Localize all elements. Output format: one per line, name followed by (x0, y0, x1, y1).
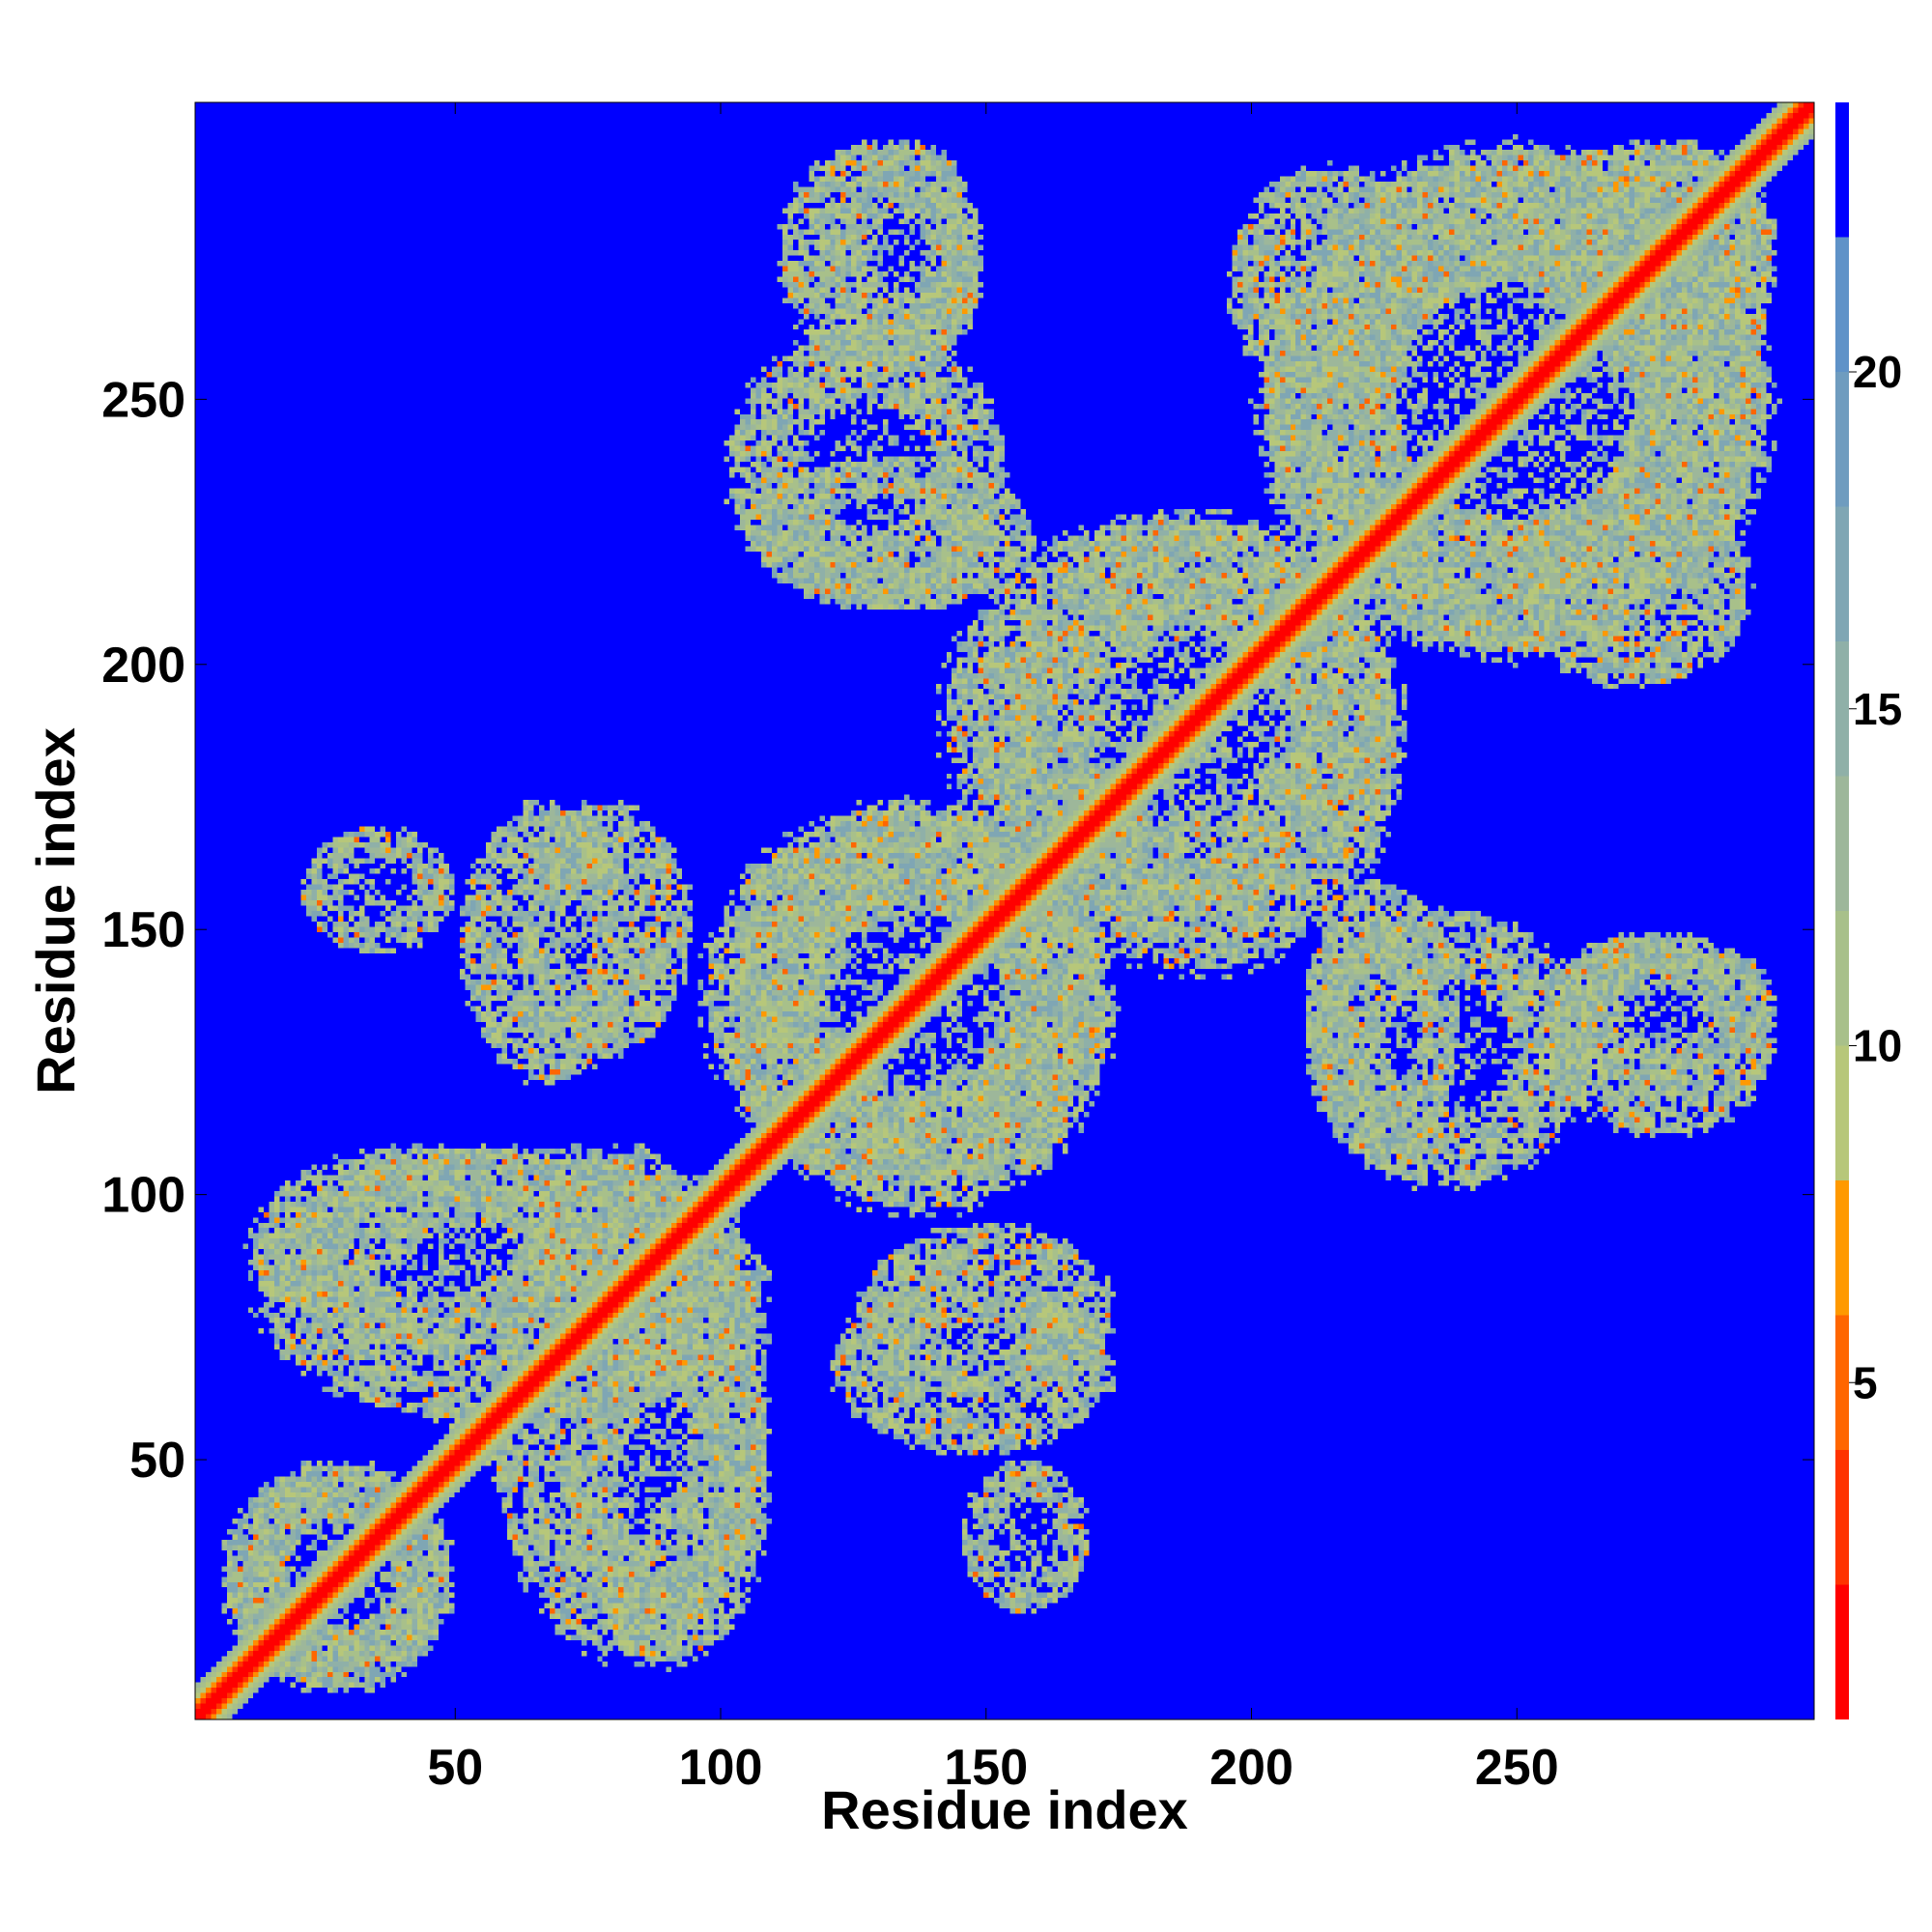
colorbar-tick-label: 20 (1853, 347, 1902, 397)
y-tick-label: 200 (101, 638, 185, 694)
y-axis-label: Residue index (25, 727, 86, 1094)
x-tick-label: 150 (944, 1740, 1028, 1796)
colorbar-level (1835, 1045, 1849, 1180)
colorbar-tick-label: 15 (1853, 684, 1902, 734)
colorbar-level (1835, 1584, 1849, 1719)
y-tick-label: 100 (101, 1168, 185, 1224)
y-tick-label: 150 (101, 902, 185, 958)
colorbar-tick-label: 5 (1853, 1357, 1878, 1407)
colorbar-level (1835, 1180, 1849, 1316)
colorbar-level (1835, 237, 1849, 372)
colorbar-level (1835, 506, 1849, 641)
x-tick-label: 100 (679, 1740, 763, 1796)
x-tick-label: 200 (1209, 1740, 1293, 1796)
y-axis-ticks: 50 100 150 200 250 (101, 372, 1814, 1489)
y-tick-label: 250 (101, 372, 185, 428)
x-tick-label: 50 (427, 1740, 483, 1796)
colorbar (1835, 102, 1849, 1719)
y-tick-label: 50 (129, 1433, 185, 1489)
colorbar-level (1835, 1450, 1849, 1585)
heatmap-image (195, 102, 1814, 1719)
x-axis-ticks: 50 100 150 200 250 (427, 102, 1559, 1796)
colorbar-level (1835, 911, 1849, 1046)
x-tick-label: 250 (1475, 1740, 1559, 1796)
colorbar-level (1835, 372, 1849, 507)
x-axis-label: Residue index (821, 1779, 1188, 1840)
plot-frame (194, 101, 1815, 1720)
colorbar-level (1835, 776, 1849, 911)
colorbar-level (1835, 1315, 1849, 1450)
heatmap (195, 102, 1814, 1719)
colorbar-tick-label: 10 (1853, 1021, 1902, 1071)
colorbar-ticks: 5 10 15 20 (1849, 347, 1902, 1407)
colorbar-level (1835, 102, 1849, 238)
colorbar-level (1835, 641, 1849, 777)
